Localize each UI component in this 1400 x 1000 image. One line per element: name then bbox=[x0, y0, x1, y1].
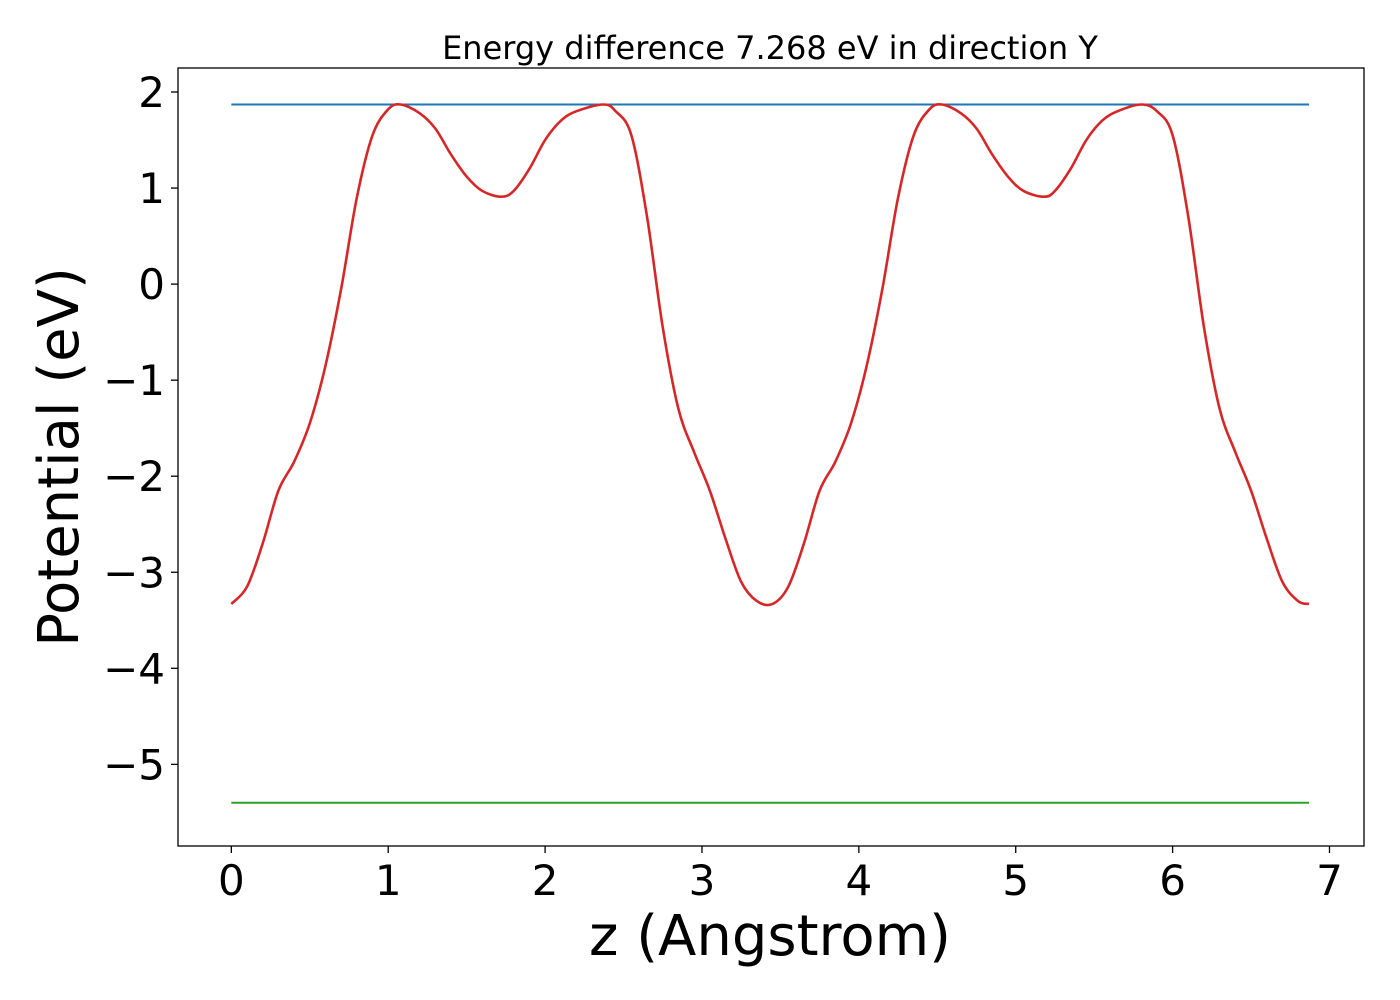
x-tick-label: 6 bbox=[1159, 856, 1186, 905]
x-axis-title: z (Angstrom) bbox=[589, 904, 951, 969]
x-tick-label: 0 bbox=[218, 856, 245, 905]
y-tick-label: 2 bbox=[138, 68, 165, 117]
y-tick-label: −1 bbox=[103, 356, 165, 405]
x-tick-label: 5 bbox=[1002, 856, 1029, 905]
y-tick-label: −3 bbox=[103, 548, 165, 597]
chart-title: Energy difference 7.268 eV in direction … bbox=[442, 29, 1098, 67]
x-tick-label: 4 bbox=[845, 856, 872, 905]
y-axis: 2 1 0 −1 −2 −3 −4 −5 bbox=[103, 68, 178, 789]
x-axis: 0 1 2 3 4 5 6 7 bbox=[218, 846, 1343, 905]
y-axis-title: Potential (eV) bbox=[27, 267, 92, 647]
x-tick-label: 3 bbox=[689, 856, 716, 905]
y-tick-label: −4 bbox=[103, 644, 165, 693]
x-tick-label: 1 bbox=[375, 856, 402, 905]
y-tick-label: 0 bbox=[138, 260, 165, 309]
y-tick-label: −2 bbox=[103, 452, 165, 501]
x-tick-label: 7 bbox=[1316, 856, 1343, 905]
potential-curve bbox=[230, 102, 1310, 607]
x-tick-label: 2 bbox=[532, 856, 559, 905]
plot-frame bbox=[177, 67, 1365, 847]
series-layer bbox=[230, 102, 1310, 804]
y-tick-label: 1 bbox=[138, 164, 165, 213]
y-tick-label: −5 bbox=[103, 740, 165, 789]
